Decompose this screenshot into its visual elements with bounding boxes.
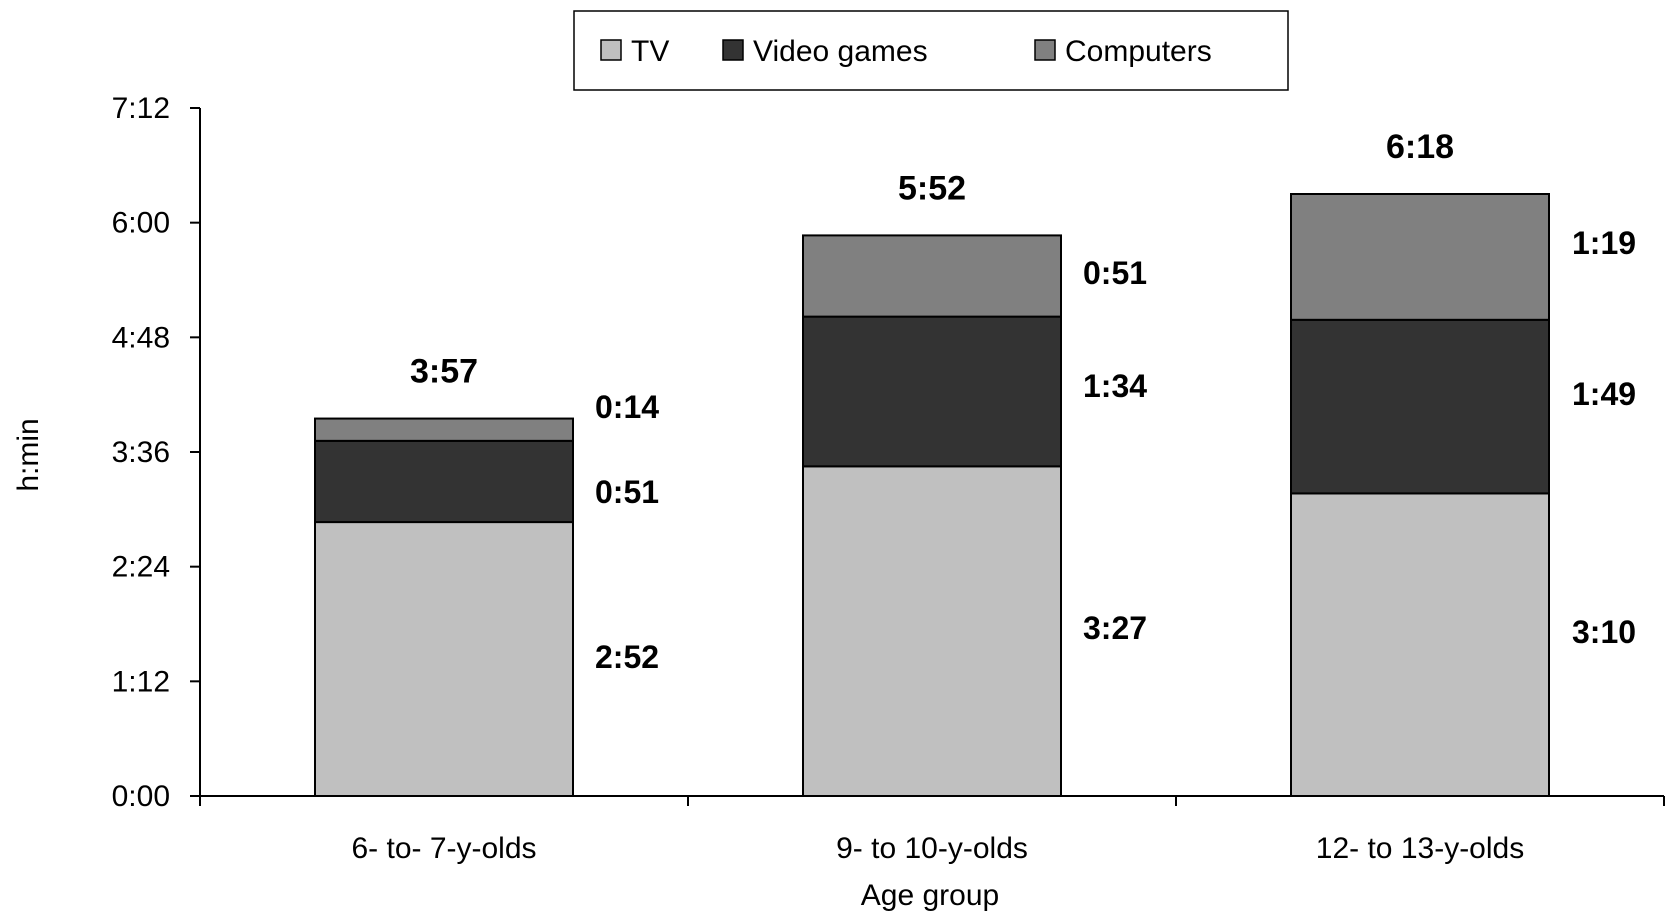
legend-label-video-games: Video games <box>753 35 928 68</box>
legend-label-tv: TV <box>631 35 669 68</box>
segment-value-label-video-games: 1:34 <box>1083 368 1147 404</box>
y-tick-label: 4:48 <box>112 321 170 354</box>
segment-value-label-video-games: 0:51 <box>595 474 659 510</box>
segment-value-label-video-games: 1:49 <box>1572 376 1636 412</box>
legend-frame <box>573 10 1289 91</box>
axes-group: 0:00 1:12 2:24 3:36 4:48 6:00 7:12 <box>112 92 1665 813</box>
segment-value-label-tv: 3:10 <box>1572 614 1636 650</box>
bar-segment-video-games <box>314 439 574 524</box>
segment-value-label-tv: 2:52 <box>595 639 659 675</box>
x-axis-title: Age group <box>861 879 999 912</box>
bars-group <box>314 193 1550 798</box>
y-tick-label: 0:00 <box>112 780 170 813</box>
y-tick-label: 1:12 <box>112 665 170 698</box>
bar-segment-computers <box>802 234 1062 318</box>
bar-segment-video-games <box>802 315 1062 468</box>
legend: TV Video games Computers <box>573 10 1289 91</box>
legend-label-computers: Computers <box>1065 35 1212 68</box>
legend-swatch-computers <box>1034 39 1056 61</box>
bar-total-label: 5:52 <box>898 169 966 207</box>
y-tick-label: 6:00 <box>112 207 170 240</box>
segment-value-label-computers: 1:19 <box>1572 225 1636 261</box>
bar-segment-tv <box>1290 492 1550 797</box>
segment-value-label-computers: 0:51 <box>1083 255 1147 291</box>
segment-value-label-tv: 3:27 <box>1083 610 1147 646</box>
bar-total-label: 6:18 <box>1386 128 1454 166</box>
segment-value-label-computers: 0:14 <box>595 389 659 425</box>
bar-segment-tv <box>314 521 574 798</box>
bar-segment-computers <box>314 417 574 442</box>
legend-swatch-video-games <box>722 39 744 61</box>
bar-segment-video-games <box>1290 318 1550 495</box>
y-tick-label: 7:12 <box>112 92 170 125</box>
x-tick-label: 9- to 10-y-olds <box>836 832 1028 865</box>
x-tick-label: 6- to- 7-y-olds <box>351 832 536 865</box>
y-tick-label: 2:24 <box>112 551 170 584</box>
bar-total-label: 3:57 <box>410 353 478 391</box>
y-axis-title: h:min <box>12 418 45 491</box>
legend-swatch-tv <box>600 39 622 61</box>
bar-segment-tv <box>802 465 1062 797</box>
y-tick-label: 3:36 <box>112 436 170 469</box>
bar-segment-computers <box>1290 193 1550 321</box>
labels-group: 6- to- 7-y-olds 3:57 9- to 10-y-olds 5:52 12… <box>351 128 1636 865</box>
x-tick-label: 12- to 13-y-olds <box>1316 832 1524 865</box>
